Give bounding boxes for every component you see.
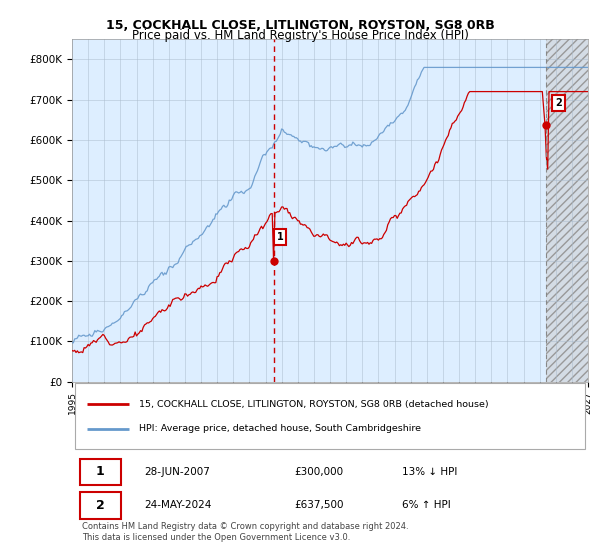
Bar [545, 39, 588, 382]
Text: Price paid vs. HM Land Registry's House Price Index (HPI): Price paid vs. HM Land Registry's House … [131, 29, 469, 42]
Text: HPI: Average price, detached house, South Cambridgeshire: HPI: Average price, detached house, Sout… [139, 424, 421, 433]
Text: 15, COCKHALL CLOSE, LITLINGTON, ROYSTON, SG8 0RB (detached house): 15, COCKHALL CLOSE, LITLINGTON, ROYSTON,… [139, 400, 489, 409]
Bar [545, 39, 588, 382]
Text: 6% ↑ HPI: 6% ↑ HPI [402, 500, 451, 510]
Text: 13% ↓ HPI: 13% ↓ HPI [402, 467, 458, 477]
FancyBboxPatch shape [80, 459, 121, 486]
Text: 2: 2 [555, 97, 562, 108]
Text: 1: 1 [96, 465, 105, 478]
Text: 1: 1 [277, 232, 283, 242]
Text: £637,500: £637,500 [294, 500, 343, 510]
FancyBboxPatch shape [80, 492, 121, 519]
Text: Contains HM Land Registry data © Crown copyright and database right 2024.
This d: Contains HM Land Registry data © Crown c… [82, 522, 409, 542]
Text: 24-MAY-2024: 24-MAY-2024 [144, 500, 212, 510]
Text: 15, COCKHALL CLOSE, LITLINGTON, ROYSTON, SG8 0RB: 15, COCKHALL CLOSE, LITLINGTON, ROYSTON,… [106, 18, 494, 32]
Text: 28-JUN-2007: 28-JUN-2007 [144, 467, 210, 477]
Text: 2: 2 [96, 499, 105, 512]
FancyBboxPatch shape [74, 382, 586, 449]
Text: £300,000: £300,000 [294, 467, 343, 477]
